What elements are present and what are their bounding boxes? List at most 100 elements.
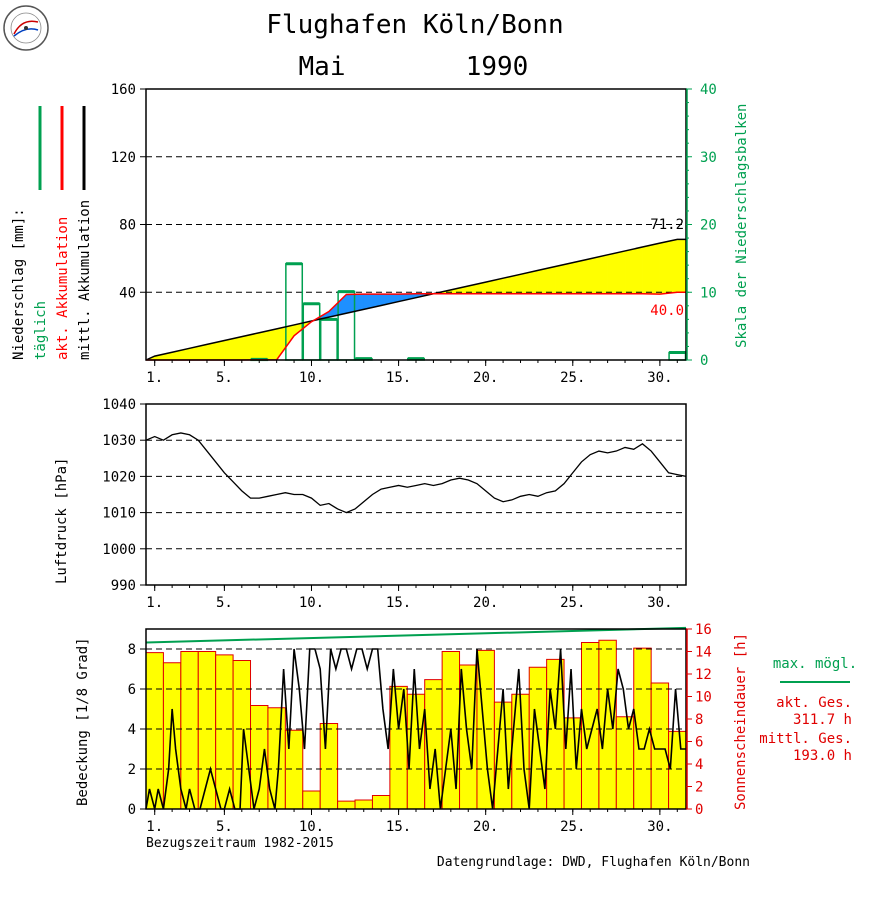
sun-y2tick-label: 2 bbox=[695, 780, 703, 796]
precip-fill-segment bbox=[241, 332, 260, 361]
pressure-xtick-label: 10. bbox=[299, 595, 324, 611]
pressure-xtick-label: 30. bbox=[647, 595, 672, 611]
sun-xtick-label: 30. bbox=[647, 819, 672, 835]
pressure-xtick-label: 1. bbox=[146, 595, 163, 611]
pressure-xtick-label: 15. bbox=[386, 595, 411, 611]
chart-year: 1990 bbox=[466, 52, 529, 82]
cloud-ytick-label: 0 bbox=[128, 802, 136, 818]
stat-actual-value: 311.7 h bbox=[793, 712, 852, 728]
precip-legend-actual: akt. Akkumulation bbox=[55, 217, 71, 360]
cloud-ytick-label: 6 bbox=[128, 682, 136, 698]
sun-xtick-label: 20. bbox=[473, 819, 498, 835]
precip-daily-bar bbox=[319, 318, 338, 361]
precip-xtick-label: 15. bbox=[386, 370, 411, 386]
pressure-ytick-label: 1000 bbox=[102, 542, 136, 558]
precip-fill-segment bbox=[258, 328, 277, 361]
precip-fill-segment bbox=[589, 254, 608, 295]
precip-ylabel: Niederschlag [mm]: bbox=[11, 208, 27, 360]
chart-title: Flughafen Köln/Bonn bbox=[266, 10, 563, 40]
pressure-ytick-label: 1020 bbox=[102, 469, 136, 485]
sun-y2tick-label: 8 bbox=[695, 712, 703, 728]
precip-fill-segment bbox=[624, 246, 643, 295]
pressure-xtick-label: 5. bbox=[216, 595, 233, 611]
sunshine-bar bbox=[180, 651, 199, 810]
precip-xtick-label: 1. bbox=[146, 370, 163, 386]
precip-fill-segment bbox=[659, 239, 678, 295]
sun-y2tick-label: 14 bbox=[695, 645, 712, 661]
precip-fill-segment bbox=[572, 258, 591, 295]
precip-fill-segment bbox=[642, 242, 661, 295]
sunshine-bar bbox=[354, 799, 373, 810]
precip-y2tick-label: 10 bbox=[700, 285, 717, 301]
precip-y2label: Skala der Niederschlagsbalken bbox=[734, 104, 750, 348]
precip-fill-segment bbox=[677, 239, 687, 293]
sun-xtick-label: 15. bbox=[386, 819, 411, 835]
pressure-ylabel: Luftdruck [hPa] bbox=[54, 458, 70, 584]
station-logo bbox=[3, 5, 49, 51]
precip-fill-segment bbox=[555, 262, 574, 295]
legend-max-possible: max. mögl. bbox=[773, 656, 857, 672]
stat-mean-value: 193.0 h bbox=[793, 748, 852, 764]
precip-xtick-label: 5. bbox=[216, 370, 233, 386]
stat-actual-label: akt. Ges. bbox=[776, 695, 852, 711]
sun-y2tick-label: 0 bbox=[695, 802, 703, 818]
sunshine-bar bbox=[668, 730, 687, 810]
precip-xtick-label: 30. bbox=[647, 370, 672, 386]
precip-label-mean-total: 71.2 bbox=[650, 217, 684, 233]
precip-y2tick-label: 30 bbox=[700, 150, 717, 166]
sunshine-bar bbox=[371, 795, 391, 810]
sun-xtick-label: 1. bbox=[146, 819, 163, 835]
pressure-plot-frame bbox=[145, 403, 687, 586]
stat-mean-label: mittl. Ges. bbox=[759, 731, 852, 747]
pressure-ytick-label: 1010 bbox=[102, 506, 136, 522]
sunshine-bar bbox=[215, 654, 234, 810]
cloud-ytick-label: 4 bbox=[128, 722, 136, 738]
precip-daily-bar bbox=[302, 303, 321, 361]
sunshine-bar bbox=[546, 658, 565, 810]
precip-mean-accum-line bbox=[145, 238, 686, 361]
precip-xtick-label: 20. bbox=[473, 370, 498, 386]
precip-xtick-label: 25. bbox=[560, 370, 585, 386]
sunshine-bar bbox=[302, 790, 321, 810]
sun-xtick-label: 25. bbox=[560, 819, 585, 835]
pressure-xtick-label: 25. bbox=[560, 595, 585, 611]
precip-ytick-label: 160 bbox=[111, 82, 136, 98]
sun-y2tick-label: 4 bbox=[695, 757, 703, 773]
precip-label-actual-total: 40.0 bbox=[650, 303, 684, 319]
pressure-ytick-label: 990 bbox=[111, 578, 136, 594]
precip-xtick-label: 10. bbox=[299, 370, 324, 386]
precip-ytick-label: 120 bbox=[111, 150, 136, 166]
sunshine-bar bbox=[145, 652, 164, 810]
precip-ytick-label: 80 bbox=[119, 218, 136, 234]
sun-y2tick-label: 6 bbox=[695, 735, 703, 751]
cloud-ytick-label: 2 bbox=[128, 762, 136, 778]
sunshine-bar bbox=[615, 716, 635, 810]
precipitation-panel: 40 80 120 160 0 10 20 30 40 1. 5. 10. 15. 20. 25. 30. bbox=[111, 82, 717, 386]
sunshine-cloud-panel: 0 2 4 6 8 0 2 4 6 8 10 12 14 16 1. 5. 10. 15. 20. 25. 30. bbox=[128, 622, 712, 835]
cloud-cover-line bbox=[145, 648, 686, 810]
chart-month: Mai bbox=[299, 52, 346, 82]
sun-y2tick-label: 10 bbox=[695, 690, 712, 706]
sun-y2label: Sonnenscheindauer [h] bbox=[733, 633, 749, 810]
data-source: Datengrundlage: DWD, Flughafen Köln/Bonn bbox=[437, 855, 750, 870]
pressure-ytick-label: 1040 bbox=[102, 397, 136, 413]
pressure-line bbox=[145, 432, 687, 514]
max-possible-line bbox=[145, 626, 687, 644]
sunshine-bar bbox=[337, 800, 356, 810]
pressure-panel: 990 1000 1010 1020 1030 1040 1. 5. 10. 15. 20. 25. 3… bbox=[102, 397, 687, 611]
sun-y2tick-label: 12 bbox=[695, 667, 712, 683]
precip-y2tick-label: 20 bbox=[700, 218, 717, 234]
precip-fill-segment bbox=[607, 250, 626, 295]
pressure-xtick-label: 20. bbox=[473, 595, 498, 611]
precip-legend-daily: täglich bbox=[33, 301, 49, 360]
precip-y2tick-label: 0 bbox=[700, 353, 708, 369]
precip-y2tick-label: 40 bbox=[700, 82, 717, 98]
sun-xtick-label: 10. bbox=[299, 819, 324, 835]
pressure-ytick-label: 1030 bbox=[102, 433, 136, 449]
cloud-ylabel: Bedeckung [1/8 Grad] bbox=[75, 637, 91, 806]
cloud-ytick-label: 8 bbox=[128, 642, 136, 658]
precip-fill-segment bbox=[537, 266, 556, 295]
precip-ytick-label: 40 bbox=[119, 285, 136, 301]
sun-y2tick-label: 16 bbox=[695, 622, 712, 638]
